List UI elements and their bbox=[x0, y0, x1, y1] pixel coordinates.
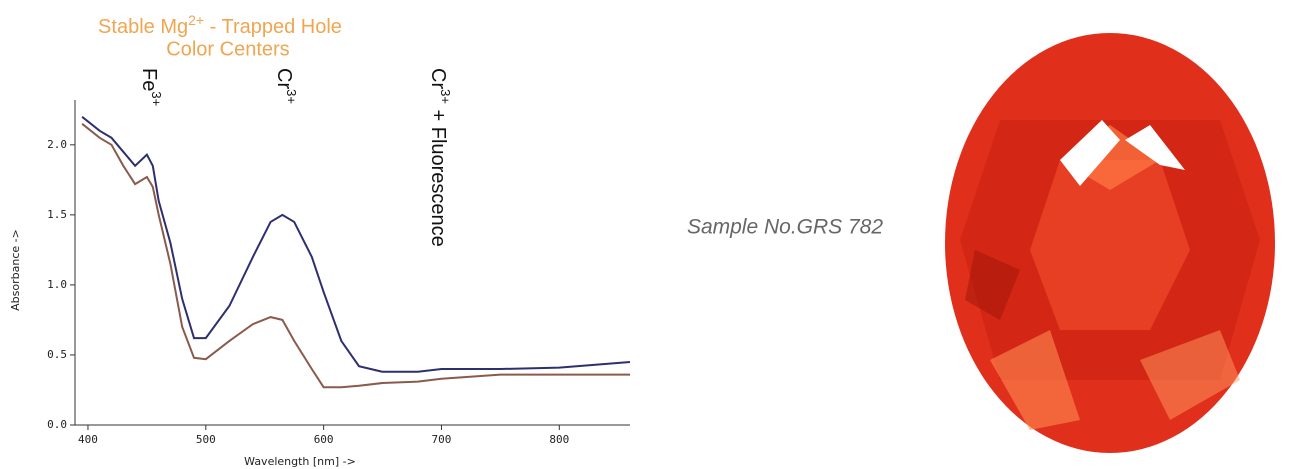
x-tick-label: 400 bbox=[78, 433, 98, 446]
title-line1: Stable Mg2+ - Trapped Hole bbox=[98, 12, 342, 39]
gem-facet bbox=[1140, 330, 1240, 420]
gem-facet bbox=[965, 250, 1020, 320]
annotation-sup: 3+ bbox=[149, 91, 164, 106]
y-tick-label: 0.5 bbox=[47, 348, 67, 361]
sample-label: Sample No.GRS 782 bbox=[687, 216, 883, 239]
gem-image bbox=[945, 33, 1275, 453]
annotation-text: Cr bbox=[427, 68, 449, 89]
title-text: - Trapped Hole bbox=[204, 16, 342, 38]
x-tick-label: 800 bbox=[549, 433, 569, 446]
spectrum-line bbox=[81, 116, 631, 373]
y-tick-label: 2.0 bbox=[47, 138, 67, 151]
annotation: Cr3+ bbox=[273, 68, 299, 104]
y-tick-label: 0.0 bbox=[47, 418, 67, 431]
x-axis-label: Wavelength [nm] -> bbox=[244, 455, 356, 468]
annotation-sup: 3+ bbox=[438, 89, 453, 104]
annotation-text: Fe bbox=[138, 68, 160, 91]
annotation-text: Cr bbox=[273, 68, 295, 89]
annotation: Fe3+ bbox=[138, 68, 164, 106]
annotation-text: + Fluorescence bbox=[427, 104, 449, 247]
gem-facet bbox=[1030, 160, 1190, 330]
spectrum-line bbox=[81, 123, 630, 389]
y-tick-label: 1.0 bbox=[47, 278, 67, 291]
gem-facet bbox=[990, 330, 1080, 430]
title-line2: Color Centers bbox=[166, 38, 289, 60]
x-tick-label: 700 bbox=[432, 433, 452, 446]
x-tick-label: 600 bbox=[314, 433, 334, 446]
title-text: Stable Mg bbox=[98, 16, 188, 38]
gem-highlight bbox=[1125, 125, 1185, 170]
title-sup: 2+ bbox=[188, 12, 204, 28]
annotation: Cr3+ + Fluorescence bbox=[427, 68, 453, 247]
gem-highlight bbox=[1060, 120, 1120, 186]
y-axis-label: Absorbance -> bbox=[9, 229, 22, 311]
x-tick-label: 500 bbox=[196, 433, 216, 446]
y-tick-label: 1.5 bbox=[47, 208, 67, 221]
annotation-sup: 3+ bbox=[284, 89, 299, 104]
